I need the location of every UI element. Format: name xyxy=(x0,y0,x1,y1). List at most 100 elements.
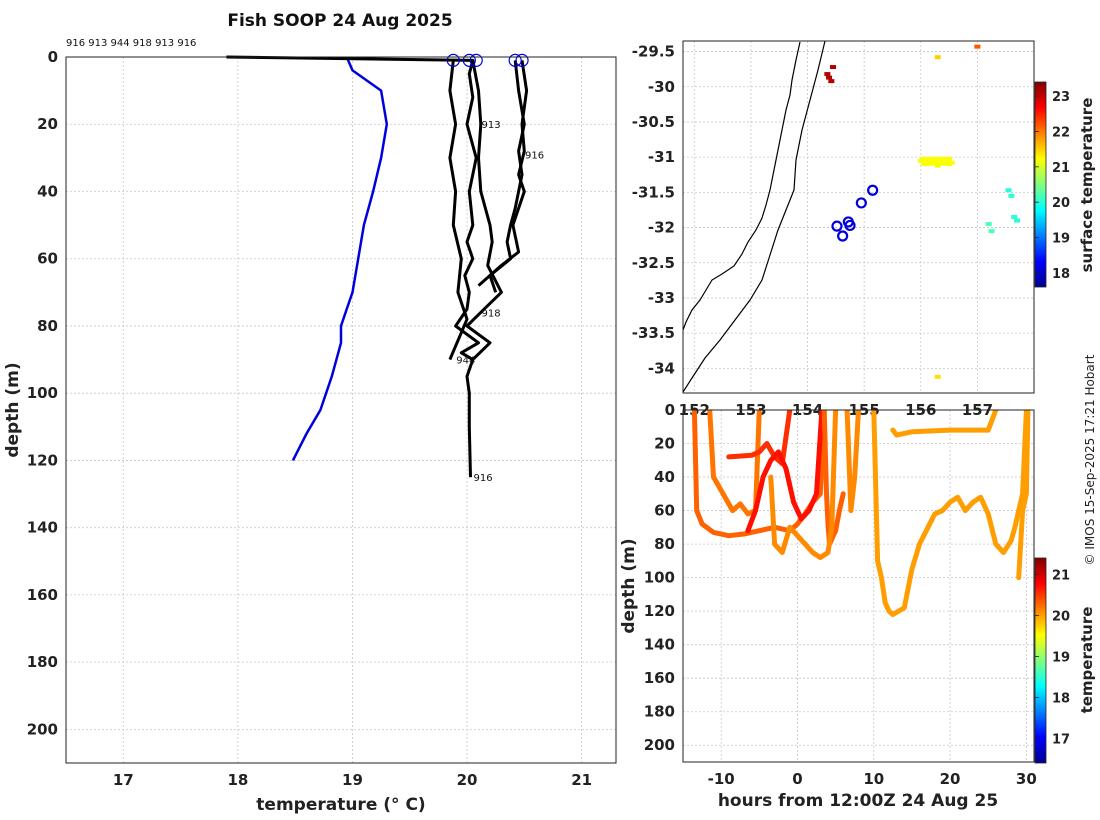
temperature-colorbar-tick-label: 21 xyxy=(1052,568,1070,583)
shelf-edge-contour xyxy=(683,41,826,393)
profile-y-tick-label: 200 xyxy=(27,720,58,738)
sst-pixel xyxy=(1011,215,1018,219)
hovmoller-tick-labels: -10 0 10 20 30 0 20 40 60 80 100 120 140 160 180 200 xyxy=(644,401,1037,788)
sst-pixel xyxy=(988,229,995,234)
surface-colorbar-tick-label: 20 xyxy=(1052,196,1070,211)
xbt-profile-line xyxy=(226,55,480,478)
sst-warm-patch xyxy=(920,156,952,166)
cast-location-marker xyxy=(867,184,879,196)
sst-pixel xyxy=(828,79,835,84)
profile-x-tick-label: 19 xyxy=(342,771,363,789)
sst-patches xyxy=(824,44,1021,379)
profile-y-tick-label: 180 xyxy=(27,653,58,671)
sst-pixel xyxy=(948,160,955,165)
surface-colorbar-label: surface temperature xyxy=(1078,98,1096,273)
sst-pixel xyxy=(1008,193,1015,198)
cast-id-label: 918 xyxy=(482,309,501,320)
hovmoller-axes-frame xyxy=(682,409,1035,763)
map-y-tick-label: -30.5 xyxy=(632,113,675,131)
cast-id-label: 944 xyxy=(456,356,475,367)
surface-colorbar-ticks: 18 19 20 21 22 23 xyxy=(1035,90,1070,282)
chart-title: Fish SOOP 24 Aug 2025 xyxy=(227,11,452,31)
temperature-colorbar-tick-label: 18 xyxy=(1052,691,1070,706)
hovmoller-x-tick-label: 20 xyxy=(940,770,961,788)
hovmoller-y-tick-label: 100 xyxy=(644,569,675,587)
profile-annotations: 913 916 918 944 916 xyxy=(456,120,544,484)
profile-grid xyxy=(66,56,616,763)
profile-x-tick-label: 21 xyxy=(571,771,592,789)
profile-y-tick-label: 0 xyxy=(48,48,58,66)
hovmoller-y-tick-label: 140 xyxy=(644,636,675,654)
hovmoller-x-tick-label: 10 xyxy=(863,770,884,788)
profile-y-tick-label: 40 xyxy=(37,182,58,200)
cast-id-label: 916 xyxy=(525,150,544,161)
surface-colorbar xyxy=(1034,81,1047,288)
hovmoller-y-tick-label: 80 xyxy=(654,535,675,553)
surface-marker xyxy=(462,53,476,67)
hovmoller-xlabel: hours from 12:00Z 24 Aug 25 xyxy=(718,791,998,811)
cast-location-marker xyxy=(844,219,856,232)
profile-surface-markers xyxy=(446,53,529,67)
surface-marker xyxy=(515,53,529,67)
hovmoller-y-tick-label: 180 xyxy=(644,703,675,721)
profile-xlabel: temperature (° C) xyxy=(256,795,425,815)
xbt-profile-line xyxy=(477,60,529,287)
map-y-tick-label: -34 xyxy=(648,359,675,377)
surface-colorbar-tick-label: 18 xyxy=(1052,267,1070,282)
sst-pixel xyxy=(824,72,831,77)
profile-x-tick-label: 17 xyxy=(113,771,134,789)
cast-location-marker xyxy=(855,197,867,209)
hovmoller-x-tick-label: -10 xyxy=(708,770,735,788)
temperature-colorbar-label: temperature xyxy=(1078,607,1096,714)
hovmoller-y-tick-label: 0 xyxy=(665,401,675,419)
surface-colorbar-tick-label: 22 xyxy=(1052,125,1070,140)
sst-pixel xyxy=(974,44,981,49)
xbt-profile-line xyxy=(465,60,503,361)
cast-location-markers xyxy=(831,184,879,242)
map-tick-labels: 152 153 154 155 156 157-29.5-30-30.5-31-31.5-… xyxy=(632,43,993,419)
sst-pixel xyxy=(1014,218,1021,223)
sst-pixel xyxy=(826,75,833,80)
credit-text: © IMOS 15-Sep-2025 17:21 Hobart xyxy=(1083,354,1097,565)
temperature-colorbar xyxy=(1034,557,1047,764)
profile-x-tick-label: 20 xyxy=(457,771,478,789)
hovmoller-y-tick-label: 160 xyxy=(644,669,675,687)
profile-x-tick-label: 18 xyxy=(227,771,248,789)
hovmoller-y-tick-label: 40 xyxy=(654,468,675,486)
hovmoller-x-tick-label: 0 xyxy=(792,770,802,788)
hovmoller-x-tick-label: 30 xyxy=(1016,770,1037,788)
surface-colorbar-tick-label: 23 xyxy=(1052,90,1070,105)
map-y-tick-label: -30 xyxy=(648,78,675,96)
cast-id-label: 916 xyxy=(473,473,492,484)
profile-y-tick-label: 120 xyxy=(27,451,58,469)
hovmoller-series-layer xyxy=(691,410,1031,617)
cast-location-marker xyxy=(831,220,843,232)
map-y-tick-label: -32.5 xyxy=(632,254,675,272)
temperature-colorbar-tick-label: 17 xyxy=(1052,732,1070,747)
hovmoller-grid xyxy=(683,409,1034,762)
climatology-profile-line xyxy=(291,56,389,461)
profile-ylabel: depth (m) xyxy=(3,362,23,457)
surface-marker xyxy=(508,53,522,67)
profile-series-layer xyxy=(226,55,529,478)
map-grid xyxy=(683,41,1034,393)
map-axes-frame xyxy=(682,40,1035,394)
map-y-tick-label: -31.5 xyxy=(632,183,675,201)
sst-pixel xyxy=(934,55,941,60)
profile-y-tick-label: 160 xyxy=(27,586,58,604)
surface-colorbar-tick-label: 21 xyxy=(1052,161,1070,176)
hovmoller-y-tick-label: 20 xyxy=(654,435,675,453)
profile-y-tick-label: 100 xyxy=(27,384,58,402)
xbt-profile-line xyxy=(448,60,469,361)
sst-pixel xyxy=(830,65,837,70)
depth-track-line xyxy=(844,410,861,514)
temperature-colorbar-ticks: 17 18 19 20 21 xyxy=(1035,568,1070,747)
map-y-tick-label: -33.5 xyxy=(632,324,675,342)
surface-marker xyxy=(446,53,460,67)
depth-track-line xyxy=(768,410,839,560)
profile-axes-frame xyxy=(65,56,617,764)
sst-pixel xyxy=(985,222,992,227)
map-y-tick-label: -29.5 xyxy=(632,43,675,61)
sst-pixel xyxy=(1005,188,1012,193)
